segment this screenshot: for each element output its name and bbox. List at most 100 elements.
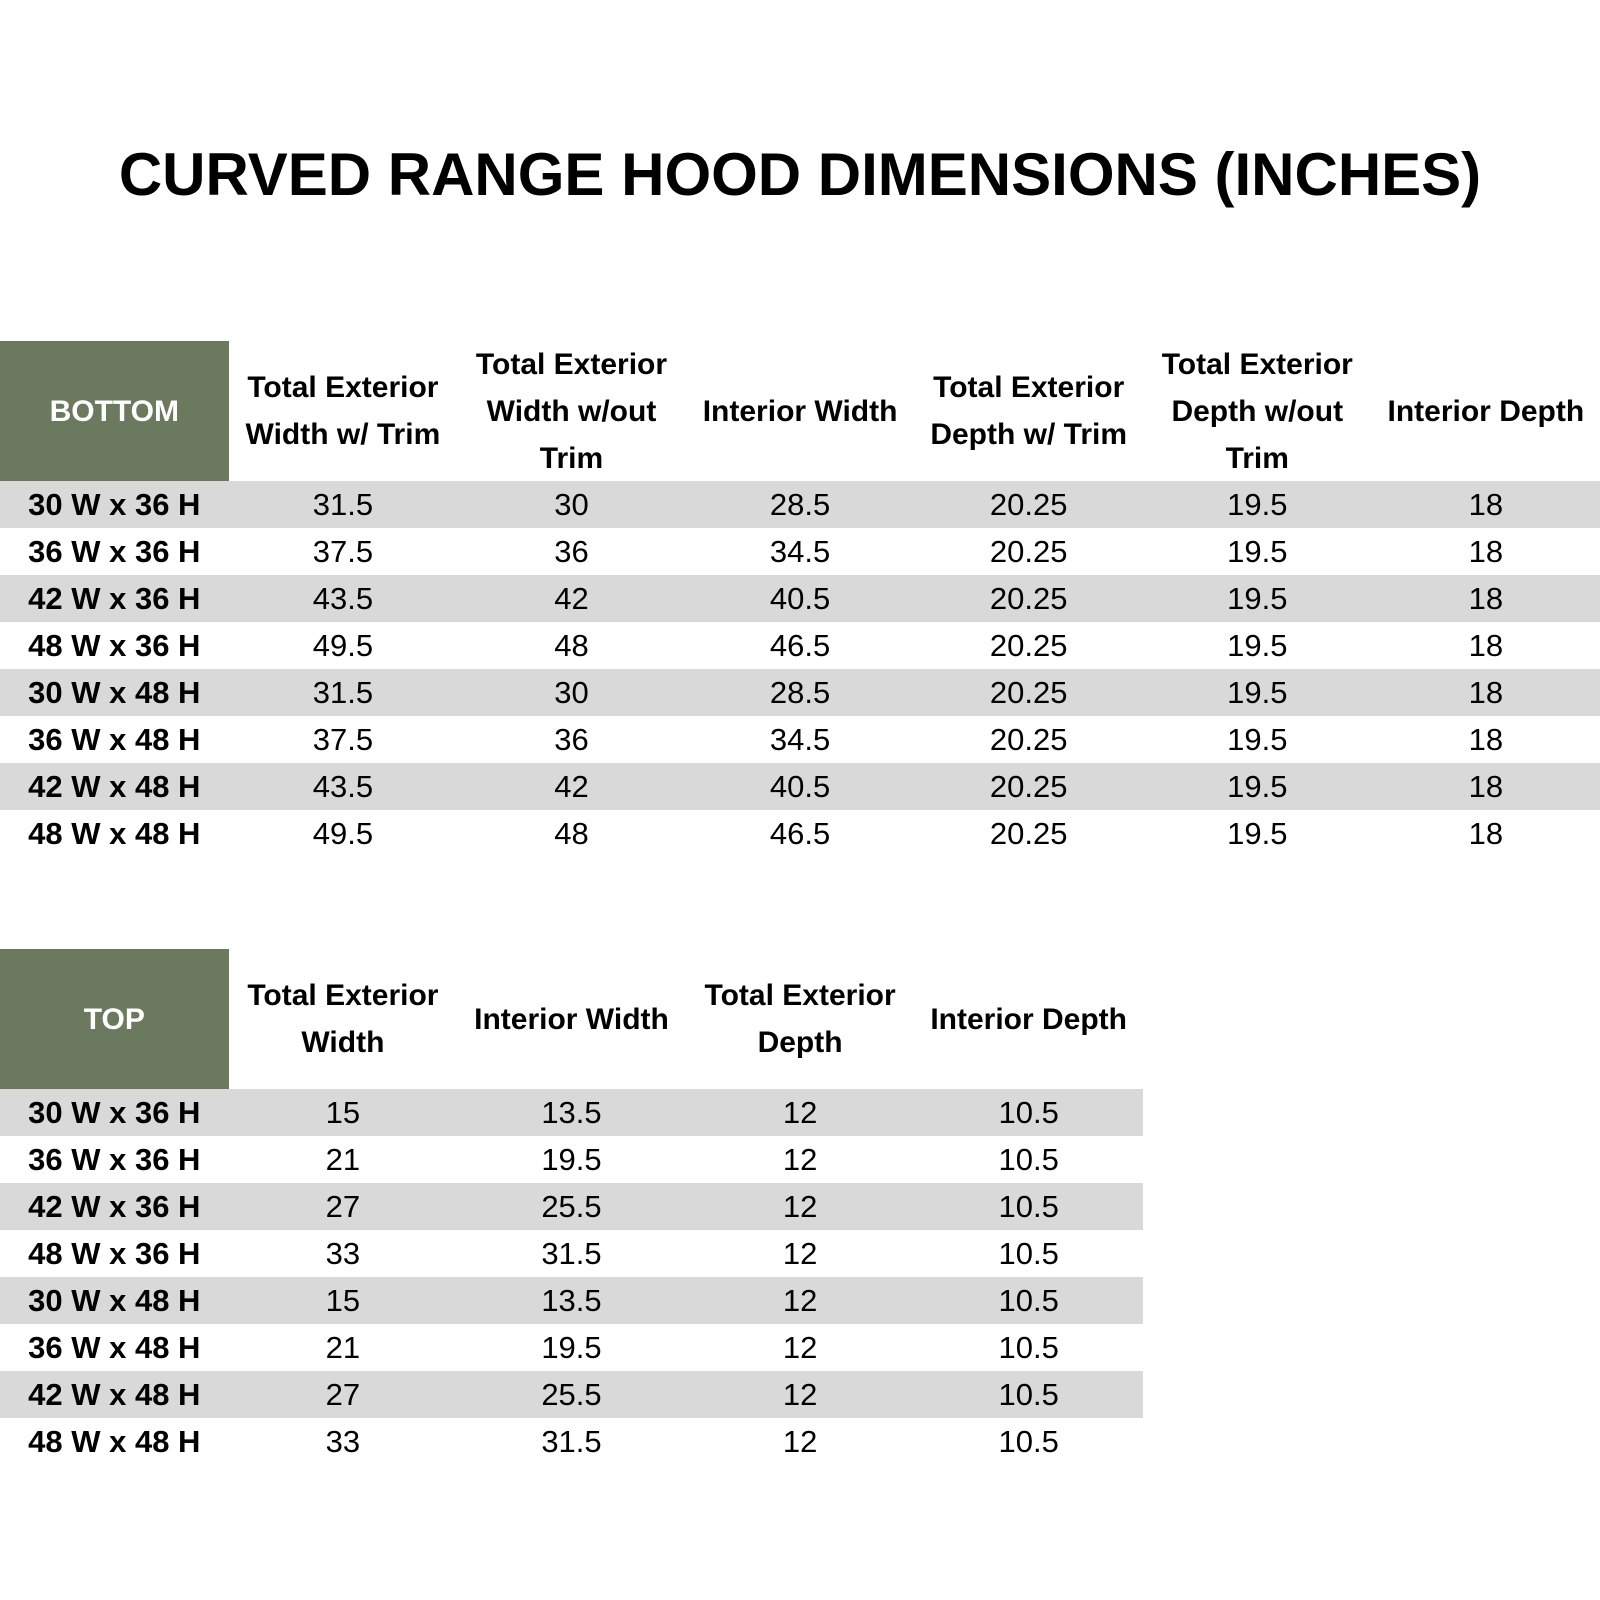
row-label: 48 W x 48 H <box>28 1423 201 1459</box>
column-header: Total Exterior Depth w/ Trim <box>930 371 1128 451</box>
table-cell: 20.25 <box>989 768 1068 804</box>
row-label: 30 W x 36 H <box>28 486 201 522</box>
row-label: 42 W x 48 H <box>28 1376 201 1412</box>
table-cell: 40.5 <box>769 768 831 804</box>
column-header: Interior Depth <box>1387 394 1585 428</box>
top-table: TOP Total Exterior Width Interior Width Tot… <box>0 949 1143 1465</box>
row-label: 48 W x 36 H <box>28 1235 201 1271</box>
table-cell: 12 <box>782 1423 818 1459</box>
table-cell: 19.5 <box>541 1141 602 1177</box>
table-row: 30 W x 36 H 15 13.5 12 10.5 <box>0 1089 1143 1136</box>
table-cell: 15 <box>325 1094 361 1130</box>
table-row: 36 W x 48 H 37.5 36 34.5 20.25 19.5 18 <box>0 716 1600 763</box>
column-header: Total Exterior Width <box>247 979 439 1059</box>
table-cell: 42 <box>554 580 589 616</box>
table-row: 36 W x 36 H 37.5 36 34.5 20.25 19.5 18 <box>0 528 1600 575</box>
table-cell: 28.5 <box>769 674 831 710</box>
row-label: 48 W x 36 H <box>28 627 201 663</box>
table-cell: 21 <box>325 1141 361 1177</box>
row-label: 36 W x 36 H <box>28 533 201 569</box>
table-cell: 30 <box>554 486 589 522</box>
row-label: 30 W x 48 H <box>28 1282 201 1318</box>
table-cell: 18 <box>1468 674 1504 710</box>
table-cell: 34.5 <box>769 533 831 569</box>
table-cell: 37.5 <box>312 721 374 757</box>
table-cell: 49.5 <box>312 627 374 663</box>
header-row: TOP Total Exterior Width Interior Width Tot… <box>0 949 1143 1089</box>
row-label: 30 W x 36 H <box>28 1094 201 1130</box>
table-cell: 48 <box>554 815 589 851</box>
table-cell: 20.25 <box>989 721 1068 757</box>
column-header: Total Exterior Width w/ Trim <box>245 371 441 451</box>
row-label: 42 W x 36 H <box>28 1188 201 1224</box>
table-row: 30 W x 48 H 15 13.5 12 10.5 <box>0 1277 1143 1324</box>
section-label: TOP <box>0 949 229 1089</box>
table-row: 36 W x 48 H 21 19.5 12 10.5 <box>0 1324 1143 1371</box>
table-cell: 19.5 <box>1227 721 1288 757</box>
table-cell: 20.25 <box>989 674 1068 710</box>
table-row: 36 W x 36 H 21 19.5 12 10.5 <box>0 1136 1143 1183</box>
table-row: 42 W x 48 H 27 25.5 12 10.5 <box>0 1371 1143 1418</box>
table-cell: 18 <box>1468 721 1504 757</box>
table-cell: 20.25 <box>989 580 1068 616</box>
table-cell: 40.5 <box>769 580 831 616</box>
table-cell: 18 <box>1468 486 1504 522</box>
table-cell: 12 <box>782 1329 818 1365</box>
table-cell: 20.25 <box>989 815 1068 851</box>
table-cell: 10.5 <box>998 1235 1059 1271</box>
table-cell: 19.5 <box>1227 627 1288 663</box>
table-row: 42 W x 36 H 43.5 42 40.5 20.25 19.5 18 <box>0 575 1600 622</box>
table-cell: 20.25 <box>989 627 1068 663</box>
bottom-table: BOTTOM Total Exterior Width w/ Trim Total … <box>0 341 1600 857</box>
table-cell: 42 <box>554 768 589 804</box>
table-cell: 19.5 <box>1227 815 1288 851</box>
table-row: 48 W x 36 H 49.5 48 46.5 20.25 19.5 18 <box>0 622 1600 669</box>
table-cell: 48 <box>554 627 589 663</box>
table-cell: 12 <box>782 1094 818 1130</box>
table-cell: 12 <box>782 1188 818 1224</box>
table-cell: 46.5 <box>769 815 831 851</box>
table-cell: 21 <box>325 1329 361 1365</box>
table-row: 48 W x 48 H 49.5 48 46.5 20.25 19.5 18 <box>0 810 1600 857</box>
table-cell: 30 <box>554 674 589 710</box>
row-label: 36 W x 36 H <box>28 1141 201 1177</box>
table-cell: 18 <box>1468 627 1504 663</box>
table-cell: 31.5 <box>541 1423 602 1459</box>
table-cell: 31.5 <box>541 1235 602 1271</box>
table-cell: 12 <box>782 1235 818 1271</box>
table-cell: 36 <box>554 721 589 757</box>
table-cell: 10.5 <box>998 1376 1059 1412</box>
table-cell: 19.5 <box>1227 768 1288 804</box>
column-header: Total Exterior Depth <box>704 979 896 1059</box>
table-cell: 10.5 <box>998 1094 1059 1130</box>
table-cell: 18 <box>1468 768 1504 804</box>
column-header: Interior Width <box>702 394 898 428</box>
column-header: Interior Width <box>474 1002 669 1036</box>
table-cell: 34.5 <box>769 721 831 757</box>
table-cell: 20.25 <box>989 486 1068 522</box>
row-label: 42 W x 48 H <box>28 768 201 804</box>
row-label: 30 W x 48 H <box>28 674 201 710</box>
table-cell: 19.5 <box>1227 580 1288 616</box>
table-row: 42 W x 48 H 43.5 42 40.5 20.25 19.5 18 <box>0 763 1600 810</box>
table-cell: 27 <box>325 1188 361 1224</box>
table-row: 42 W x 36 H 27 25.5 12 10.5 <box>0 1183 1143 1230</box>
table-cell: 12 <box>782 1282 818 1318</box>
table-cell: 13.5 <box>541 1282 602 1318</box>
column-header: Interior Depth <box>930 1002 1127 1036</box>
table-cell: 12 <box>782 1376 818 1412</box>
table-cell: 31.5 <box>312 486 374 522</box>
table-cell: 10.5 <box>998 1282 1059 1318</box>
table-row: 48 W x 36 H 33 31.5 12 10.5 <box>0 1230 1143 1277</box>
table-cell: 46.5 <box>769 627 831 663</box>
table-cell: 10.5 <box>998 1423 1059 1459</box>
table-cell: 19.5 <box>1227 486 1288 522</box>
table-cell: 25.5 <box>541 1376 602 1412</box>
table-cell: 12 <box>782 1141 818 1177</box>
table-cell: 18 <box>1468 815 1504 851</box>
table-row: 48 W x 48 H 33 31.5 12 10.5 <box>0 1418 1143 1465</box>
row-label: 36 W x 48 H <box>28 721 201 757</box>
table-cell: 10.5 <box>998 1141 1059 1177</box>
table-cell: 28.5 <box>769 486 831 522</box>
